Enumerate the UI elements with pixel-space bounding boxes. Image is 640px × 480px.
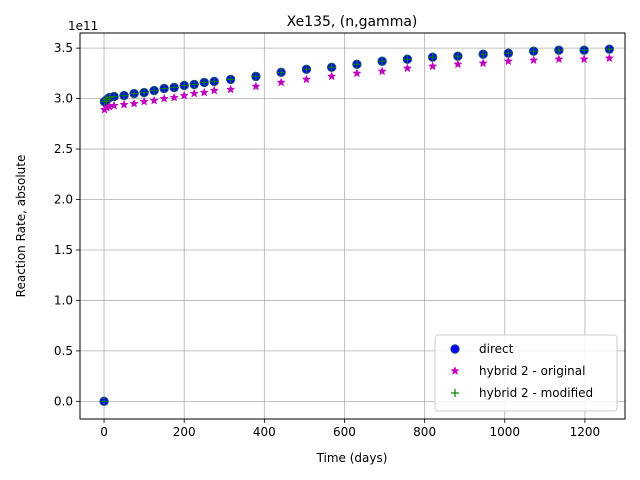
- series-2-point: [579, 54, 589, 64]
- legend-label-2: hybrid 2 - original: [479, 364, 585, 378]
- series-2-point: [109, 100, 119, 110]
- x-tick-label: 600: [333, 425, 356, 439]
- series-2-point: [478, 58, 488, 68]
- series-3-point: [403, 55, 412, 64]
- legend-box: [434, 334, 618, 412]
- series-3-point: [605, 45, 614, 54]
- legend-marker-3: [451, 389, 459, 397]
- y-tick-label: 3.0: [54, 92, 73, 106]
- series-3-point: [302, 65, 311, 74]
- series-3-point: [210, 77, 219, 86]
- series-2-point: [226, 84, 236, 94]
- series-2-point: [129, 98, 139, 108]
- series-2-point: [427, 61, 438, 71]
- series-3-point: [140, 88, 149, 97]
- series-2-point: [327, 71, 337, 81]
- series-3-point: [180, 81, 189, 90]
- series-3-point: [428, 53, 437, 62]
- legend-label-3: hybrid 2 - modified: [479, 386, 593, 400]
- series-3-point: [453, 52, 462, 61]
- series-2-point: [352, 68, 362, 78]
- grid: [80, 33, 625, 419]
- series-2-point: [189, 88, 199, 98]
- legend-label-1: direct: [479, 342, 514, 356]
- series-3-point: [100, 397, 109, 406]
- y-tick-label: 2.0: [54, 193, 73, 207]
- series-3-point: [170, 83, 179, 92]
- series-2-point: [604, 53, 615, 63]
- series-2-point: [528, 55, 539, 65]
- series-3-point: [120, 91, 129, 100]
- series-2-point: [199, 87, 209, 97]
- series-3-point: [150, 86, 159, 95]
- chart-title: Xe135, (n,gamma): [287, 14, 418, 30]
- plot-marks: [99, 44, 615, 407]
- series-3: [100, 45, 614, 406]
- x-tick-label: 1000: [490, 425, 521, 439]
- series-3-point: [504, 49, 513, 58]
- series-2-point: [139, 96, 149, 106]
- series-2-point: [402, 63, 413, 73]
- series-3-point: [378, 57, 387, 66]
- series-3-point: [529, 47, 538, 56]
- plot-frame: [79, 32, 626, 420]
- y-tick-label: 1.0: [54, 293, 73, 307]
- series-2-point: [119, 99, 129, 109]
- y-tick-label: 3.5: [54, 41, 73, 55]
- axis-ticks: 0 200 400 600 800 1000 1200 0.0 0.5 1.0 1.5 2.0 2.5 3…: [54, 41, 600, 439]
- series-3-point: [105, 93, 114, 102]
- series-3-point: [160, 84, 169, 93]
- series-2-point: [169, 92, 179, 102]
- y-offset-label: 1e11: [68, 19, 98, 33]
- legend-marker-2: [450, 366, 460, 375]
- series-3-point: [251, 72, 260, 81]
- series-2-point: [554, 54, 564, 64]
- series-3-point: [130, 89, 139, 98]
- series-2-point: [179, 90, 189, 100]
- x-tick-label: 200: [173, 425, 196, 439]
- series-2-point: [149, 95, 159, 105]
- x-tick-label: 800: [413, 425, 436, 439]
- series-2-point: [301, 74, 312, 84]
- series-3-point: [110, 92, 119, 101]
- series-2-point: [251, 81, 261, 91]
- series-2-point: [503, 56, 514, 66]
- series-2: [99, 53, 615, 114]
- series-2-point: [209, 85, 219, 95]
- series-3-point: [277, 68, 286, 77]
- series-2-point: [453, 59, 463, 69]
- x-tick-label: 0: [100, 425, 108, 439]
- series-3-point: [352, 60, 361, 69]
- series-3-point: [580, 46, 589, 55]
- series-3-point: [190, 80, 199, 89]
- series-2-point: [276, 77, 286, 87]
- series-3-point: [200, 78, 209, 87]
- y-tick-label: 0.5: [54, 344, 73, 358]
- y-tick-label: 0.0: [54, 394, 73, 408]
- y-tick-label: 2.5: [54, 142, 73, 156]
- series-3-point: [479, 50, 488, 59]
- series-2-point: [159, 93, 169, 103]
- x-axis-label: Time (days): [316, 451, 388, 465]
- y-tick-label: 1.5: [54, 243, 73, 257]
- series-3-point: [226, 75, 235, 84]
- y-axis-label: Reaction Rate, absolute: [14, 155, 28, 298]
- x-tick-label: 1200: [570, 425, 601, 439]
- legend: direct hybrid 2 - original hybrid 2 - modi…: [434, 334, 618, 412]
- series-3-point: [554, 46, 563, 55]
- legend-marker-1: [450, 344, 460, 354]
- series-3-point: [327, 63, 336, 72]
- series-2-point: [377, 66, 387, 76]
- x-tick-label: 400: [253, 425, 276, 439]
